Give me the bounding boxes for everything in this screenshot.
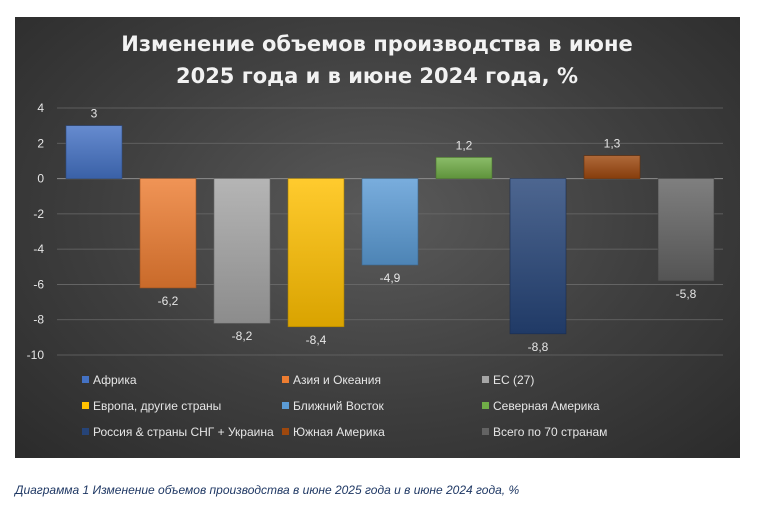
data-label: -8,8 <box>528 340 549 354</box>
data-labels: 3 -6,2 -8,2 -8,4 -4,9 1,2 -8,8 1,3 -5,8 <box>91 107 697 354</box>
chart-title: Изменение объемов производства в июне 20… <box>121 32 632 88</box>
chart-panel: Изменение объемов производства в июне 20… <box>15 17 740 458</box>
legend-swatch <box>482 402 489 409</box>
bar-5 <box>361 178 419 266</box>
bar-2 <box>139 178 197 289</box>
legend-label: ЕС (27) <box>493 373 534 387</box>
data-label: 1,2 <box>456 138 473 152</box>
legend-label: Всего по 70 странам <box>493 425 607 439</box>
legend-swatch <box>282 376 289 383</box>
chart-title-line-2: 2025 года и в июне 2024 года, % <box>176 64 578 88</box>
chart-title-line-1: Изменение объемов производства в июне <box>121 32 632 56</box>
legend-label: Ближний Восток <box>293 399 385 413</box>
y-tick-label: -4 <box>33 242 44 256</box>
y-tick-label: 2 <box>37 136 44 150</box>
data-label: -5,8 <box>676 287 697 301</box>
legend-item: Европа, другие страны <box>82 399 221 413</box>
bar-7 <box>509 178 567 335</box>
legend-item: Всего по 70 странам <box>482 425 607 439</box>
data-label: -8,2 <box>232 329 253 343</box>
legend-item: Азия и Океания <box>282 373 381 387</box>
bar-1 <box>65 125 123 179</box>
y-tick-label: -10 <box>27 348 45 362</box>
bar-8 <box>583 155 641 179</box>
legend-swatch <box>82 402 89 409</box>
legend-swatch <box>282 402 289 409</box>
legend-swatch <box>482 428 489 435</box>
legend-label: Северная Америка <box>493 399 600 413</box>
y-tick-label: -2 <box>33 207 44 221</box>
legend-label: Африка <box>93 373 137 387</box>
bar-6 <box>435 157 493 179</box>
bars <box>65 125 715 335</box>
y-tick-label: -8 <box>33 313 44 327</box>
data-label: -8,4 <box>306 333 327 347</box>
bar-9 <box>657 178 715 282</box>
legend-item: Южная Америка <box>282 425 385 439</box>
data-label: 3 <box>91 107 98 121</box>
data-label: -4,9 <box>380 271 401 285</box>
y-tick-label: -6 <box>33 277 44 291</box>
legend-item: Африка <box>82 373 137 387</box>
legend-swatch <box>82 428 89 435</box>
legend-swatch <box>482 376 489 383</box>
chart-svg: Изменение объемов производства в июне 20… <box>27 32 723 439</box>
legend-item: ЕС (27) <box>482 373 534 387</box>
legend-item: Ближний Восток <box>282 399 385 413</box>
legend-label: Россия & страны СНГ + Украина <box>93 425 274 439</box>
y-tick-label: 0 <box>37 172 44 186</box>
figure-caption: Диаграмма 1 Изменение объемов производст… <box>15 483 520 497</box>
y-tick-label: 4 <box>37 101 44 115</box>
y-axis-ticks: 4 2 0 -2 -4 -6 -8 -10 <box>27 101 45 362</box>
legend-swatch <box>82 376 89 383</box>
legend-label: Азия и Океания <box>293 373 381 387</box>
data-label: -6,2 <box>158 294 179 308</box>
legend-swatch <box>282 428 289 435</box>
legend-item: Россия & страны СНГ + Украина <box>82 425 274 439</box>
legend-item: Северная Америка <box>482 399 600 413</box>
bar-3 <box>213 178 271 324</box>
legend: Африка Азия и Океания ЕС (27) Европа, други… <box>82 373 607 439</box>
bar-4 <box>287 178 345 328</box>
legend-label: Южная Америка <box>293 425 385 439</box>
legend-label: Европа, другие страны <box>93 399 221 413</box>
data-label: 1,3 <box>604 137 621 151</box>
